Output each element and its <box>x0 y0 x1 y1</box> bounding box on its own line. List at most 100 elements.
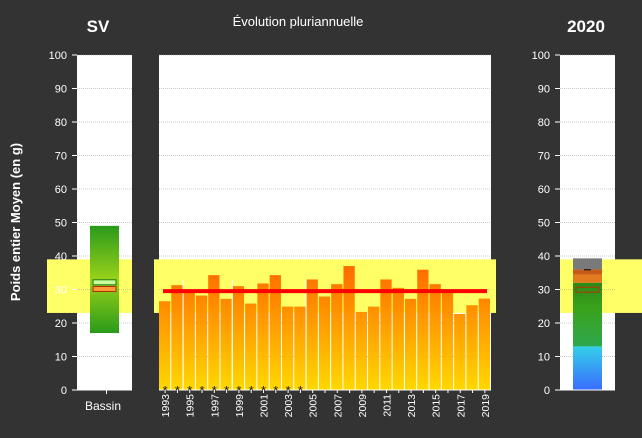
reference-band-ext <box>491 259 496 313</box>
x-tick-label: 2013 <box>406 394 418 418</box>
right-panel-header: 2020 <box>567 17 605 36</box>
bar <box>429 284 441 390</box>
x-tick-label: 1999 <box>234 394 246 418</box>
bar <box>331 284 343 390</box>
x-tick-label: 1993 <box>160 394 172 418</box>
y-tick-label-right: 20 <box>538 318 550 330</box>
left-panel-header: SV <box>87 17 110 36</box>
bar-series <box>159 266 490 390</box>
y-tick-label-right: 100 <box>532 50 550 62</box>
y-axis-label: Poids entier Moyen (en g) <box>8 143 23 301</box>
missing-marker: * <box>273 383 278 398</box>
y-tick-label-left: 90 <box>55 84 67 96</box>
y-tick-label-left: 40 <box>55 251 67 263</box>
y-tick-label-left: 20 <box>55 318 67 330</box>
missing-marker: * <box>249 383 254 398</box>
missing-marker: * <box>286 383 291 398</box>
missing-marker: * <box>200 383 205 398</box>
bar <box>466 305 478 390</box>
missing-marker: * <box>224 383 229 398</box>
bar <box>159 301 171 390</box>
left-marker-green <box>92 279 117 286</box>
y-tick-label-left: 70 <box>55 151 67 163</box>
x-tick-label: 2011 <box>381 394 393 417</box>
left-marker-orange <box>92 286 117 292</box>
y-tick-label-left: 0 <box>61 385 67 397</box>
reference-band-ext <box>154 259 159 313</box>
bar <box>220 298 232 390</box>
bar <box>343 266 355 390</box>
missing-marker: * <box>212 383 217 398</box>
missing-marker: * <box>187 383 192 398</box>
right-segment <box>573 282 602 347</box>
y-tick-label-right: 0 <box>544 385 550 397</box>
bar <box>232 286 245 390</box>
bar <box>183 292 195 390</box>
x-tick-label: 1997 <box>209 394 221 418</box>
missing-markers: * * * * * * * * * * * * <box>163 383 303 398</box>
x-tick-labels: 1993 1995 1997 1999 2001 2003 2005 2007 2009 2011… <box>160 394 492 418</box>
bar <box>195 295 208 390</box>
bar <box>392 287 404 390</box>
bar <box>380 279 392 390</box>
y-tick-label-right: 50 <box>538 218 550 230</box>
missing-marker: * <box>236 383 241 398</box>
x-tick-label: 2015 <box>431 394 443 418</box>
y-tick-labels-right: 0 10 20 30 40 50 60 70 80 90 100 <box>532 50 550 397</box>
right-marker <box>575 286 600 293</box>
bar <box>257 283 269 390</box>
missing-marker: * <box>163 383 168 398</box>
y-tick-label-right: 60 <box>538 184 550 196</box>
x-tick-label: 2009 <box>357 394 369 418</box>
missing-marker: * <box>298 383 303 398</box>
right-segment <box>573 346 602 390</box>
bar <box>454 313 466 390</box>
bar <box>245 303 257 390</box>
right-panel-content <box>573 258 602 390</box>
x-tick-label: 2007 <box>332 394 344 418</box>
bar <box>368 306 380 390</box>
bar <box>171 285 183 390</box>
bar <box>355 311 368 390</box>
left-panel-bg <box>77 55 132 390</box>
bar <box>404 298 417 390</box>
right-segment <box>573 258 602 270</box>
right-segment <box>573 274 602 283</box>
y-tick-labels-left: 0 10 20 30 40 50 60 70 80 90 100 <box>49 50 67 397</box>
y-tick-label-left: 30 <box>55 285 67 297</box>
chart-title: Évolution pluriannuelle <box>233 14 364 29</box>
y-tick-label-left: 60 <box>55 184 67 196</box>
y-tick-label-right: 30 <box>538 285 550 297</box>
left-panel-category-label: Bassin <box>85 399 121 413</box>
bar <box>294 306 306 390</box>
bar <box>281 306 294 390</box>
y-tick-label-right: 40 <box>538 251 550 263</box>
bar <box>269 275 281 390</box>
y-tick-label-right: 80 <box>538 117 550 129</box>
y-tick-label-left: 10 <box>55 352 67 364</box>
x-tick-label: 2019 <box>480 394 492 418</box>
x-tick-label: 1995 <box>185 394 197 418</box>
bar <box>318 296 331 390</box>
y-tick-label-left: 80 <box>55 117 67 129</box>
y-tick-label-left: 100 <box>49 50 67 62</box>
y-tick-label-right: 90 <box>538 84 550 96</box>
y-tick-label-right: 10 <box>538 352 550 364</box>
bar <box>478 298 490 390</box>
x-tick-label: 2005 <box>308 394 320 418</box>
reference-band-ext <box>47 259 77 313</box>
axes <box>72 54 615 394</box>
bar <box>417 269 429 390</box>
missing-marker: * <box>261 383 266 398</box>
bar <box>306 279 318 390</box>
right-segment <box>573 269 602 275</box>
reference-band-ext <box>615 259 642 313</box>
x-tick-label: 2001 <box>259 394 271 418</box>
bar <box>208 275 220 390</box>
left-panel-content <box>90 225 119 334</box>
y-tick-label-right: 70 <box>538 151 550 163</box>
y-tick-label-left: 50 <box>55 218 67 230</box>
bar <box>441 289 454 390</box>
